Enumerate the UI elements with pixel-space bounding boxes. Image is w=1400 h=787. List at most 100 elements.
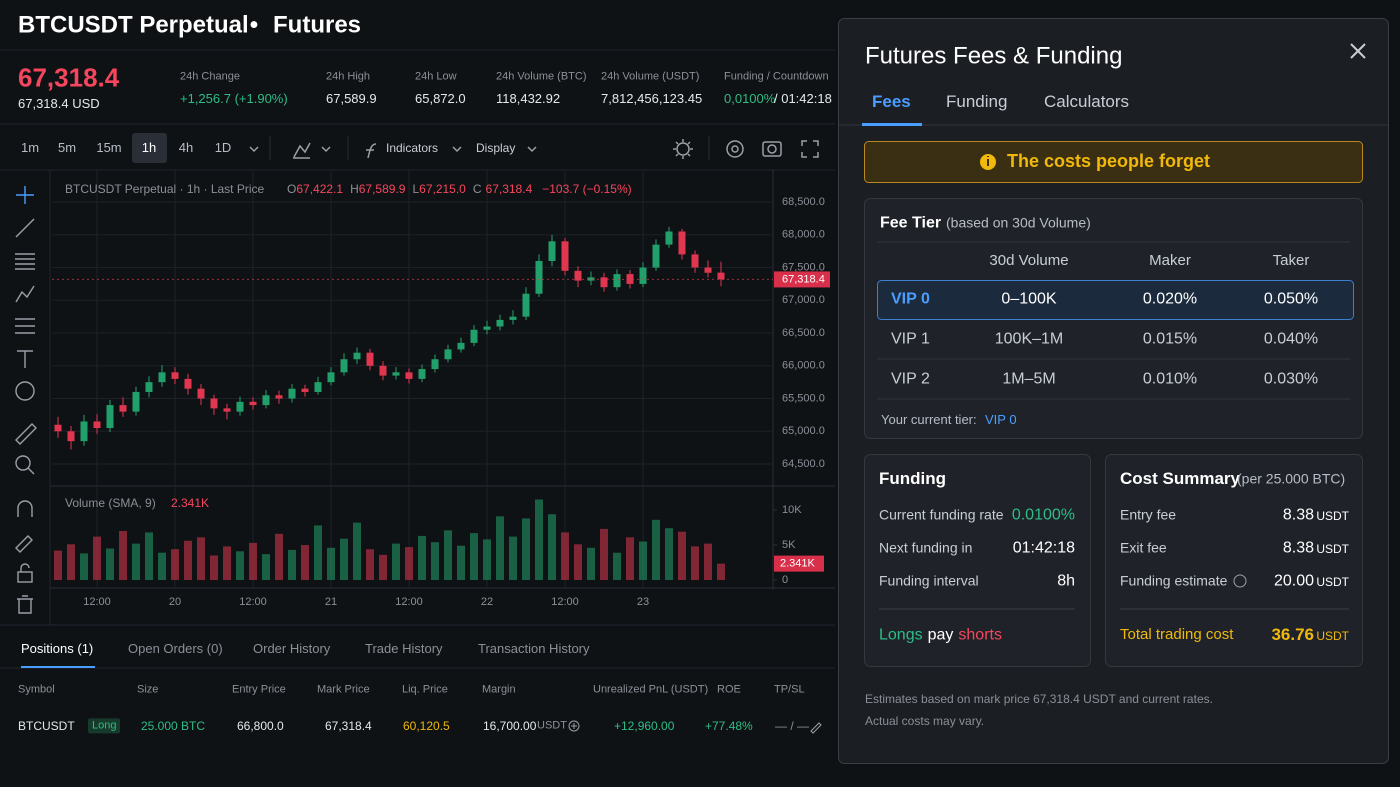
candle-body bbox=[236, 401, 244, 412]
text-tool[interactable] bbox=[17, 350, 33, 368]
volume-bar bbox=[184, 540, 192, 580]
positions-tab[interactable]: Order History bbox=[253, 641, 331, 657]
fullscreen-icon[interactable] bbox=[801, 140, 819, 158]
stat-label: 24h High bbox=[326, 70, 371, 83]
candle-body bbox=[587, 277, 595, 281]
ohlc-key: O bbox=[287, 181, 297, 196]
volume-bar bbox=[691, 546, 699, 580]
edit-icon[interactable] bbox=[810, 722, 822, 734]
indicators-button[interactable]: Indicators bbox=[386, 140, 439, 155]
fx-icon[interactable] bbox=[366, 143, 377, 159]
chart-type-icon[interactable] bbox=[293, 142, 311, 159]
info-icon[interactable] bbox=[1233, 574, 1247, 588]
tier-cell: 1M–5M bbox=[1002, 370, 1056, 388]
cell: +77.48% bbox=[705, 718, 753, 733]
volume-bar bbox=[106, 548, 114, 580]
fib-tool[interactable] bbox=[15, 253, 35, 270]
volume-bar bbox=[561, 532, 569, 580]
candle-body bbox=[314, 382, 322, 392]
magnet-tool[interactable] bbox=[17, 500, 33, 517]
x-tick-label: 12:00 bbox=[239, 596, 267, 608]
volume-bar bbox=[613, 552, 621, 580]
interval-button[interactable]: 1D bbox=[214, 140, 232, 156]
emoji-tool[interactable] bbox=[15, 381, 35, 401]
volume-bar bbox=[80, 553, 88, 580]
side-badge: Long bbox=[88, 718, 121, 734]
column-header: ROE bbox=[717, 683, 741, 696]
panel-tab[interactable]: Funding bbox=[946, 91, 1008, 111]
chevron[interactable] bbox=[249, 146, 259, 153]
y-tick-label: 66,500.0 bbox=[782, 327, 825, 339]
banner-text: The costs people forget bbox=[1007, 151, 1211, 172]
candle-body bbox=[652, 244, 660, 268]
x-tick-label: 12:00 bbox=[551, 596, 579, 608]
ohlc-key: L bbox=[412, 181, 420, 196]
panel-tab[interactable]: Calculators bbox=[1044, 91, 1130, 111]
positions-tab[interactable]: Open Orders (0) bbox=[128, 641, 223, 657]
close-button[interactable] bbox=[1350, 43, 1366, 59]
interval-button[interactable]: 5m bbox=[57, 140, 77, 156]
volume-bar bbox=[418, 535, 426, 580]
lock-shackle bbox=[20, 563, 30, 572]
display-button[interactable]: Display bbox=[476, 140, 516, 155]
chevron[interactable] bbox=[527, 146, 537, 153]
ohlc-value: 67,318.4 bbox=[485, 181, 533, 196]
interval-button[interactable]: 4h bbox=[178, 140, 194, 156]
ruler-tool[interactable] bbox=[15, 423, 37, 445]
crosshair-tool[interactable] bbox=[16, 186, 34, 204]
chevron[interactable] bbox=[452, 146, 462, 153]
chevron[interactable] bbox=[321, 146, 331, 153]
candle-body bbox=[327, 372, 335, 383]
draw-mode-tool[interactable] bbox=[15, 535, 33, 553]
y2-tick-label: 0 bbox=[782, 574, 788, 586]
delete-tool[interactable] bbox=[17, 595, 33, 614]
panel-tab[interactable]: Fees bbox=[872, 91, 911, 111]
volume-bar bbox=[509, 536, 517, 580]
y-tick-label: 65,000.0 bbox=[782, 425, 825, 437]
settings-icon[interactable] bbox=[676, 142, 690, 156]
volume-legend-value: 2.341K bbox=[171, 495, 210, 510]
volume-bar bbox=[639, 541, 647, 580]
column-header: Mark Price bbox=[317, 683, 370, 696]
cell: 66,800.0 bbox=[237, 718, 284, 733]
pattern-tool[interactable] bbox=[15, 285, 35, 303]
column-header: Margin bbox=[482, 683, 516, 696]
volume-bar bbox=[665, 528, 673, 580]
gear-icon[interactable] bbox=[726, 140, 744, 158]
volume-bar bbox=[587, 547, 595, 580]
positions-tab[interactable]: Trade History bbox=[365, 641, 443, 657]
channel-tool[interactable] bbox=[15, 318, 35, 334]
candle-body bbox=[626, 274, 634, 284]
total-label: Total trading cost bbox=[1120, 626, 1234, 643]
candle-body bbox=[691, 254, 699, 268]
lock-tool[interactable] bbox=[17, 571, 33, 583]
positions-tab[interactable]: Positions (1) bbox=[21, 641, 94, 657]
cell: 60,120.5 bbox=[403, 718, 450, 733]
volume-bar bbox=[236, 551, 244, 580]
tier-cell: 0.040% bbox=[1263, 330, 1319, 348]
tier-cell: 0.015% bbox=[1142, 330, 1198, 348]
positions-tab[interactable]: Transaction History bbox=[478, 641, 590, 657]
column-header: Size bbox=[137, 683, 159, 696]
add-margin-icon[interactable] bbox=[568, 720, 580, 732]
candle-body bbox=[600, 277, 608, 288]
volume-bar bbox=[275, 533, 283, 580]
cost-label: Entry fee bbox=[1120, 506, 1177, 523]
volume-legend: Volume (SMA, 9) bbox=[65, 495, 156, 510]
stat-value: 118,432.92 bbox=[496, 91, 561, 107]
camera-icon[interactable] bbox=[762, 141, 782, 157]
volume-bar bbox=[483, 539, 491, 580]
cell: 25.000 BTC bbox=[141, 718, 206, 733]
line-tool[interactable] bbox=[15, 218, 35, 238]
candle-body bbox=[223, 408, 231, 412]
settings-rays bbox=[673, 139, 693, 159]
volume-bar bbox=[314, 525, 322, 580]
stat-value: 65,872.0 bbox=[415, 91, 466, 107]
tier-cell: 0.050% bbox=[1263, 290, 1319, 308]
interval-button[interactable]: 15m bbox=[96, 140, 122, 156]
interval-button[interactable]: 1m bbox=[20, 140, 40, 156]
zoom-tool[interactable] bbox=[15, 455, 31, 471]
interval-button[interactable]: 1h bbox=[141, 140, 157, 156]
candle-body bbox=[457, 342, 465, 350]
